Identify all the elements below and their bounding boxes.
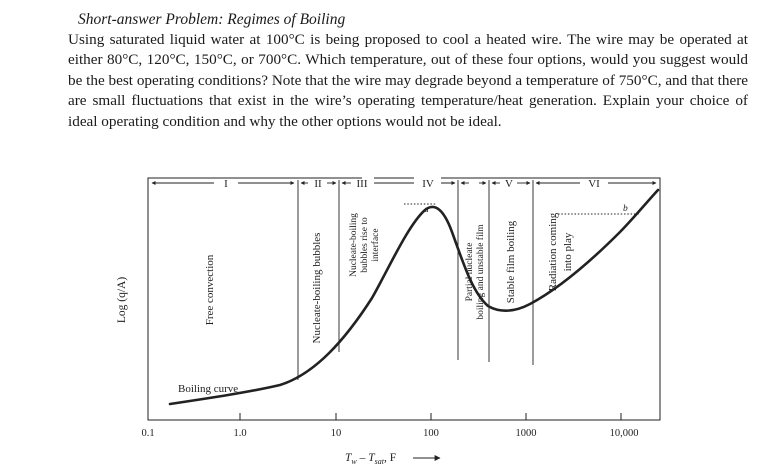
x-tick-label: 100	[423, 428, 439, 439]
problem-text: Using saturated liquid water at 100°C is…	[68, 30, 748, 132]
problem-line: options would not be ideal.	[336, 112, 502, 130]
point-b-label: b	[623, 204, 628, 214]
problem-line: Using saturated liquid water at 100°C is…	[68, 31, 675, 48]
x-tick-label: 10,000	[610, 428, 639, 439]
x-tick-label: 10	[331, 428, 342, 439]
problem-header: Short-answer Problem: Regimes of Boiling…	[68, 10, 748, 132]
x-ticks	[147, 410, 622, 420]
radiation-label: into play	[562, 232, 574, 271]
x-tick-label: 1000	[516, 428, 537, 439]
partial-nucleate-label: Partial nucleate	[465, 243, 475, 302]
regime-label-IV: IV	[422, 178, 434, 190]
x-tick-label: 1.0	[233, 428, 246, 439]
stable-film-label: Stable film boiling	[505, 220, 517, 303]
nucleate-rise-label: bubbles rise to	[360, 217, 370, 273]
regime-dividers	[297, 180, 534, 380]
nucleate-bubbles-label: Nucleate-boiling bubbles	[311, 233, 323, 344]
regime-label-II: II	[314, 178, 322, 190]
regime-label-III: III	[357, 178, 368, 190]
nucleate-rise-label: Nucleate-boiling	[349, 213, 359, 277]
x-tick-label: 0.1	[141, 428, 154, 439]
free-convection-label: Free convection	[204, 254, 216, 325]
radiation-label: Radiation coming	[547, 212, 559, 291]
problem-line: operated at either 80°C, 120°C, 150°C, o…	[68, 31, 748, 69]
problem-line: a temperature of 750°C, and that there a…	[68, 71, 749, 110]
partial-nucleate-label: boiling and unstable film	[475, 224, 486, 320]
problem-title: Short-answer Problem: Regimes of Boiling	[78, 11, 346, 28]
regime-label-V: V	[505, 178, 513, 190]
plot-frame	[147, 177, 661, 421]
problem-line: would you suggest would be the best oper…	[68, 51, 749, 89]
boiling-curve-label: Boiling curve	[178, 383, 238, 395]
problem-line: temperature/heat generation. Explain you…	[68, 92, 748, 130]
nucleate-rise-label: interface	[370, 228, 381, 261]
x-axis-label: Tw – Tsat, F	[345, 452, 396, 466]
boiling-curve	[168, 188, 660, 406]
regime-label-VI: VI	[588, 178, 600, 190]
regime-label-I: I	[224, 178, 228, 190]
y-axis-label: Log (q/A)	[116, 277, 128, 323]
